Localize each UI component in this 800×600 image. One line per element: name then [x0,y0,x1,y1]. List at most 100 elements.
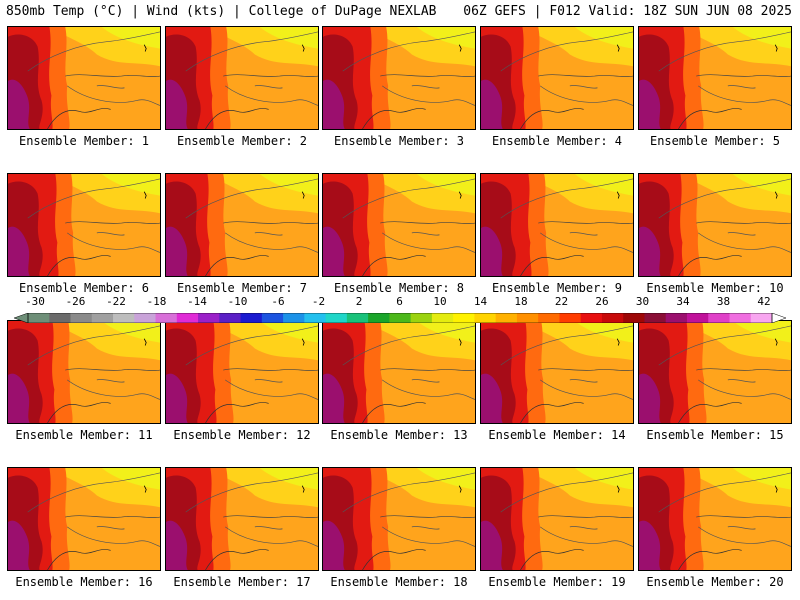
colorbar-segment [623,313,645,323]
temperature-map [481,174,633,276]
colorbar-tick-label: 10 [433,295,447,308]
colorbar-segment [28,313,50,323]
ensemble-member-panel [165,467,319,571]
ensemble-member-label: Ensemble Member: 11 [15,428,153,442]
temperature-map [166,174,318,276]
colorbar-segment [538,313,560,323]
colorbar-segment [750,313,773,323]
temperature-map [323,27,475,129]
temperature-map [323,468,475,570]
ensemble-member-label: Ensemble Member: 19 [488,575,626,589]
colorbar-tick-label: 14 [473,295,488,308]
colorbar-segment [708,313,730,323]
colorbar-high-arrow [771,312,787,324]
temperature-colorbar [13,308,787,324]
ensemble-member-label: Ensemble Member: 3 [333,134,465,148]
ensemble-member-label: Ensemble Member: 9 [491,281,623,295]
colorbar-low-arrow [13,312,29,324]
temperature-map [481,321,633,423]
temperature-map [166,27,318,129]
colorbar-segment [495,313,518,323]
colorbar-tick-label: 30 [635,295,650,308]
ensemble-member-panel [7,467,161,571]
colorbar-segment [389,313,412,323]
colorbar-segment [198,313,220,323]
ensemble-member-panel [165,26,319,130]
ensemble-member-panel [322,320,476,424]
ensemble-member-panel [7,173,161,277]
colorbar-tick-label: -18 [146,295,167,308]
temperature-map [8,27,160,129]
temperature-map [166,321,318,423]
colorbar-segment [176,313,199,323]
colorbar-segment [49,313,72,323]
colorbar-tick-label: 2 [355,295,363,308]
ensemble-member-panel [165,173,319,277]
ensemble-member-label: Ensemble Member: 16 [15,575,153,589]
colorbar-tick-label: 18 [514,295,528,308]
colorbar-tick-label: -6 [271,295,285,308]
ensemble-member-label: Ensemble Member: 5 [649,134,781,148]
ensemble-member-label: Ensemble Member: 4 [491,134,623,148]
colorbar-segment [261,313,284,323]
colorbar-segment [644,313,667,323]
colorbar-segment [240,313,263,323]
colorbar-segment [91,313,114,323]
colorbar-tick-label: -30 [25,295,45,308]
colorbar-tick-label: 6 [396,295,403,308]
ensemble-member-label: Ensemble Member: 14 [488,428,626,442]
colorbar-tick-label: -26 [65,295,86,308]
colorbar-segment [559,313,582,323]
temperature-map [481,27,633,129]
ensemble-member-panel [322,173,476,277]
temperature-map [639,321,791,423]
ensemble-member-panel [480,26,634,130]
colorbar-segment [686,313,709,323]
ensemble-member-label: Ensemble Member: 13 [330,428,468,442]
colorbar-segment [431,313,454,323]
temperature-map [323,174,475,276]
colorbar-segment [134,313,157,323]
ensemble-member-label: Ensemble Member: 17 [173,575,311,589]
temperature-map [8,174,160,276]
colorbar-segment [516,313,539,323]
colorbar-tick-label: 26 [595,295,609,308]
colorbar-segment [474,313,497,323]
temperature-map [166,468,318,570]
ensemble-member-panel [638,320,792,424]
temperature-map [639,468,791,570]
ensemble-member-panel [7,26,161,130]
ensemble-member-panel [638,173,792,277]
model-run-valid-time: 06Z GEFS | F012 Valid: 18Z SUN JUN 08 20… [463,4,792,19]
colorbar-segment [601,313,624,323]
colorbar-segment [325,313,348,323]
map-title: 850mb Temp (°C) | Wind (kts) | College o… [6,4,437,19]
colorbar-segment [304,313,327,323]
colorbar-segment [580,313,603,323]
colorbar-segment [155,313,178,323]
colorbar-segment [346,313,369,323]
ensemble-member-panel [322,26,476,130]
ensemble-member-panel [638,467,792,571]
ensemble-member-label: Ensemble Member: 18 [330,575,468,589]
ensemble-member-label: Ensemble Member: 12 [173,428,311,442]
colorbar-tick-label: -10 [227,295,248,308]
ensemble-member-panel [480,467,634,571]
temperature-map [639,174,791,276]
colorbar-segment [368,313,390,323]
colorbar-segment [665,313,688,323]
ensemble-member-label: Ensemble Member: 15 [646,428,784,442]
colorbar-tick-label: -2 [311,295,326,308]
colorbar-segment [70,313,93,323]
temperature-map [639,27,791,129]
colorbar-segment [410,313,433,323]
ensemble-member-label: Ensemble Member: 10 [646,281,784,295]
ensemble-member-label: Ensemble Member: 8 [333,281,465,295]
ensemble-member-label: Ensemble Member: 2 [176,134,308,148]
colorbar-tick-label: -22 [106,295,126,308]
colorbar-segment [283,313,305,323]
ensemble-member-panel [480,173,634,277]
colorbar-segment [113,313,135,323]
ensemble-member-label: Ensemble Member: 7 [176,281,308,295]
temperature-map [323,321,475,423]
